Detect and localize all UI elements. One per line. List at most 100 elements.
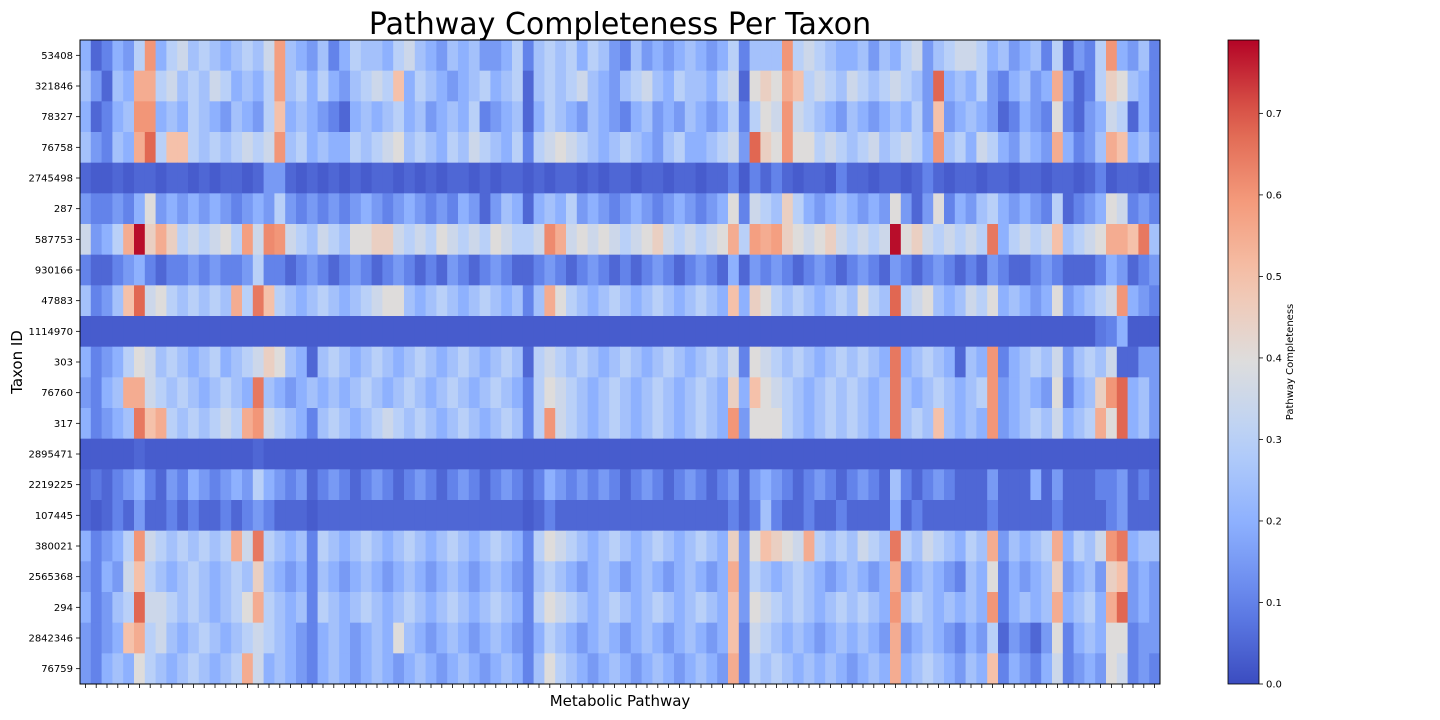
heatmap-cell: [771, 224, 783, 256]
heatmap-cell: [587, 285, 599, 317]
heatmap-cell: [792, 438, 804, 470]
heatmap-cell: [717, 530, 729, 562]
heatmap-cell: [328, 254, 340, 286]
heatmap-cell: [976, 622, 988, 654]
heatmap-cell: [620, 530, 632, 562]
heatmap-cell: [998, 254, 1010, 286]
heatmap-cell: [782, 40, 794, 72]
heatmap-cell: [339, 316, 351, 348]
y-tick-label: 2745498: [28, 174, 73, 185]
heatmap-cell: [933, 70, 945, 102]
heatmap-cell: [976, 438, 988, 470]
heatmap-cell: [339, 254, 351, 286]
heatmap-cell: [328, 285, 340, 317]
heatmap-cell: [80, 500, 92, 532]
heatmap-cell: [220, 224, 232, 256]
heatmap-cell: [944, 132, 956, 164]
heatmap-cell: [360, 530, 372, 562]
heatmap-cell: [80, 346, 92, 378]
heatmap-cell: [825, 193, 837, 225]
heatmap-cell: [803, 530, 815, 562]
heatmap-cell: [641, 469, 653, 501]
heatmap-cell: [544, 622, 556, 654]
heatmap-cell: [1030, 622, 1042, 654]
heatmap-cell: [900, 162, 912, 194]
heatmap-cell: [544, 132, 556, 164]
heatmap-cell: [1106, 500, 1118, 532]
heatmap-cell: [1041, 101, 1053, 133]
heatmap-cell: [954, 346, 966, 378]
heatmap-cell: [846, 101, 858, 133]
heatmap-cell: [1106, 438, 1118, 470]
heatmap-cell: [652, 162, 664, 194]
heatmap-cell: [760, 101, 772, 133]
heatmap-cell: [998, 377, 1010, 409]
heatmap-cell: [944, 285, 956, 317]
heatmap-cell: [814, 622, 826, 654]
heatmap-cell: [447, 438, 459, 470]
heatmap-cell: [544, 408, 556, 440]
heatmap-cell: [328, 622, 340, 654]
heatmap-cell: [80, 377, 92, 409]
heatmap-cell: [1084, 285, 1096, 317]
heatmap-cell: [1106, 377, 1118, 409]
heatmap-cell: [177, 561, 189, 593]
heatmap-cell: [101, 622, 113, 654]
heatmap-cell: [209, 316, 221, 348]
heatmap-cell: [328, 592, 340, 624]
heatmap-cell: [1030, 40, 1042, 72]
heatmap-cell: [954, 162, 966, 194]
heatmap-cell: [242, 316, 254, 348]
heatmap-cell: [285, 162, 297, 194]
heatmap-cell: [101, 592, 113, 624]
heatmap-cell: [522, 622, 534, 654]
heatmap-cell: [468, 316, 480, 348]
heatmap-cell: [695, 316, 707, 348]
heatmap-cell: [382, 162, 394, 194]
heatmap-cell: [1008, 561, 1020, 593]
heatmap-cell: [933, 561, 945, 593]
heatmap-cell: [382, 622, 394, 654]
heatmap-cell: [555, 408, 567, 440]
heatmap-cell: [1030, 408, 1042, 440]
heatmap-cell: [1052, 408, 1064, 440]
heatmap-cell: [965, 40, 977, 72]
heatmap-cell: [285, 70, 297, 102]
heatmap-cell: [587, 469, 599, 501]
heatmap-cell: [879, 377, 891, 409]
heatmap-cell: [177, 469, 189, 501]
heatmap-cell: [252, 561, 264, 593]
heatmap-cell: [911, 316, 923, 348]
heatmap-cell: [857, 592, 869, 624]
heatmap-cell: [339, 438, 351, 470]
heatmap-cell: [609, 224, 621, 256]
heatmap-cell: [998, 285, 1010, 317]
heatmap-cell: [501, 224, 513, 256]
heatmap-cell: [382, 316, 394, 348]
heatmap-cell: [1019, 438, 1031, 470]
heatmap-cell: [1127, 346, 1139, 378]
heatmap-cell: [836, 101, 848, 133]
heatmap-cell: [436, 530, 448, 562]
heatmap-cell: [663, 40, 675, 72]
heatmap-cell: [890, 469, 902, 501]
heatmap-cell: [166, 346, 178, 378]
heatmap-cell: [706, 469, 718, 501]
heatmap-cell: [533, 622, 545, 654]
heatmap-cell: [620, 224, 632, 256]
heatmap-cell: [555, 162, 567, 194]
heatmap-cell: [447, 162, 459, 194]
heatmap-cell: [890, 622, 902, 654]
heatmap-cell: [155, 70, 167, 102]
heatmap-cell: [890, 592, 902, 624]
heatmap-cell: [512, 622, 524, 654]
heatmap-cell: [144, 653, 156, 685]
heatmap-cell: [846, 70, 858, 102]
heatmap-cell: [382, 438, 394, 470]
heatmap-cell: [220, 408, 232, 440]
heatmap-cell: [512, 500, 524, 532]
heatmap-cell: [922, 254, 934, 286]
heatmap-cell: [263, 438, 275, 470]
heatmap-cell: [425, 622, 437, 654]
heatmap-cell: [285, 193, 297, 225]
